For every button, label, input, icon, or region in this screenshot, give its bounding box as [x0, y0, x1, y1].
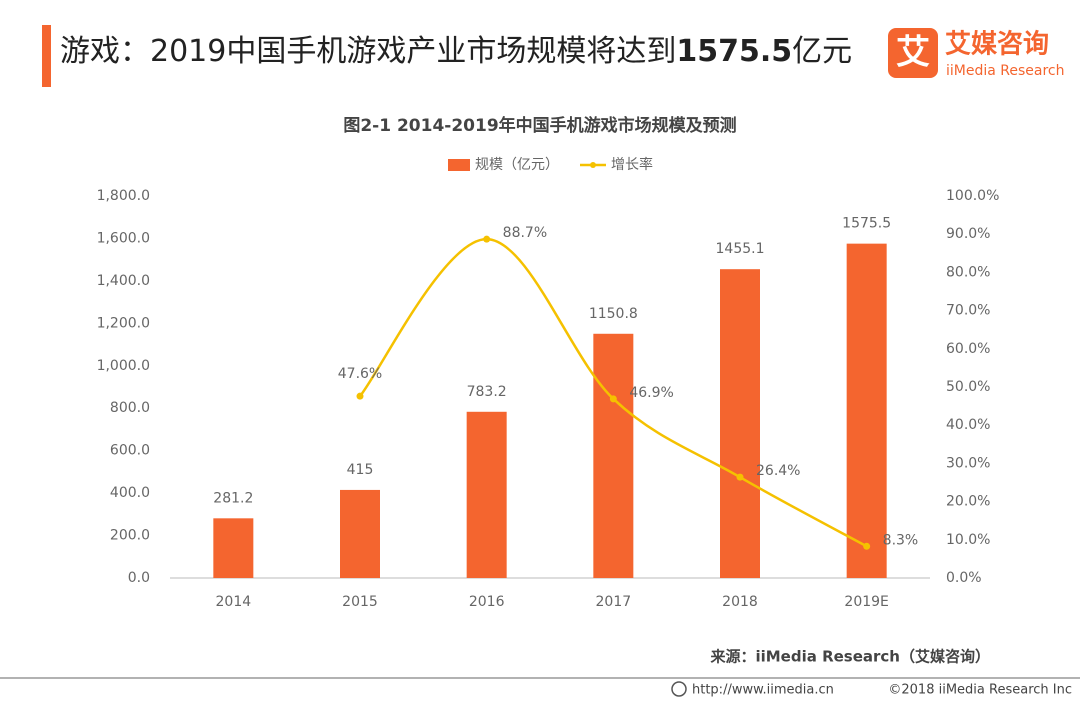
- x-tick-label: 2017: [596, 594, 632, 610]
- bar: [466, 411, 507, 578]
- y-tick-label: 1,800.0: [97, 188, 150, 204]
- bar: [720, 269, 760, 578]
- legend-label: 增长率: [611, 156, 653, 173]
- footer-url: http://www.iimedia.cn: [692, 683, 834, 698]
- growth-line: [359, 237, 868, 548]
- line-point: [609, 395, 617, 403]
- logo-sub: iiMedia Research: [946, 63, 1065, 79]
- line-value-label: 47.6%: [338, 366, 382, 382]
- title-highlight: 1575.5: [676, 34, 792, 69]
- page-title: 游戏：2019中国手机游戏产业市场规模将达到1575.5亿元: [60, 34, 852, 69]
- y-tick-label: 400.0: [110, 485, 150, 501]
- x-tick-label: 2019E: [844, 594, 888, 610]
- bar-value-label: 1150.8: [589, 306, 638, 322]
- y2-tick-label: 90.0%: [946, 226, 990, 242]
- bar-value-label: 1455.1: [716, 241, 765, 257]
- y2-tick-label: 80.0%: [946, 264, 990, 280]
- y-tick-label: 800.0: [110, 400, 150, 416]
- title-part: 游戏：2019中国手机游戏产业市场规模将达到: [60, 34, 676, 69]
- bar-value-label: 783.2: [467, 384, 507, 400]
- y2-tick-label: 0.0%: [946, 570, 982, 586]
- y2-tick-label: 60.0%: [946, 341, 990, 357]
- bar: [213, 518, 254, 578]
- x-tick-label: 2015: [342, 594, 378, 610]
- title-accent: [42, 25, 51, 87]
- y-tick-label: 600.0: [110, 443, 150, 459]
- x-tick-label: 2016: [469, 594, 505, 610]
- y2-tick-label: 10.0%: [946, 532, 990, 548]
- legend-swatch: [448, 159, 470, 171]
- bar-value-label: 415: [347, 462, 374, 478]
- y2-tick-label: 30.0%: [946, 455, 990, 471]
- y2-tick-label: 50.0%: [946, 379, 990, 395]
- y2-tick-label: 20.0%: [946, 494, 990, 510]
- bar: [340, 489, 380, 578]
- logo-icon: 艾: [896, 33, 930, 73]
- y-tick-label: 1,000.0: [97, 358, 150, 374]
- source-note: 来源：iiMedia Research（艾媒咨询）: [709, 648, 990, 666]
- y2-tick-label: 100.0%: [946, 188, 999, 204]
- y-tick-label: 1,200.0: [97, 315, 150, 331]
- x-tick-label: 2014: [216, 594, 252, 610]
- logo-name: 艾媒咨询: [945, 29, 1049, 60]
- y-tick-label: 200.0: [110, 528, 150, 544]
- globe-icon: [671, 681, 687, 697]
- y2-tick-label: 70.0%: [946, 303, 990, 319]
- line-point: [863, 542, 871, 550]
- y-tick-label: 1,600.0: [97, 230, 150, 246]
- line-point: [356, 392, 364, 400]
- bar: [846, 243, 887, 578]
- bar: [593, 333, 634, 578]
- chart-title: 图2-1 2014-2019年中国手机游戏市场规模及预测: [343, 115, 736, 136]
- logo-icon-bg: [888, 28, 938, 78]
- legend-label: 规模（亿元）: [475, 157, 559, 173]
- footer-copyright: ©2018 iiMedia Research Inc: [888, 683, 1072, 698]
- legend-swatch: [590, 162, 596, 168]
- y2-tick-label: 40.0%: [946, 417, 990, 433]
- title-part: 亿元: [792, 34, 852, 69]
- line-point: [736, 473, 744, 481]
- line-value-label: 26.4%: [756, 463, 800, 479]
- line-value-label: 8.3%: [883, 532, 919, 548]
- line-value-label: 88.7%: [503, 225, 547, 241]
- bar-value-label: 1575.5: [842, 216, 891, 232]
- y-tick-label: 0.0: [128, 570, 150, 586]
- x-tick-label: 2018: [722, 594, 758, 610]
- line-point: [483, 235, 491, 243]
- line-value-label: 46.9%: [629, 385, 673, 401]
- y-tick-label: 1,400.0: [97, 273, 150, 289]
- bar-value-label: 281.2: [213, 490, 253, 506]
